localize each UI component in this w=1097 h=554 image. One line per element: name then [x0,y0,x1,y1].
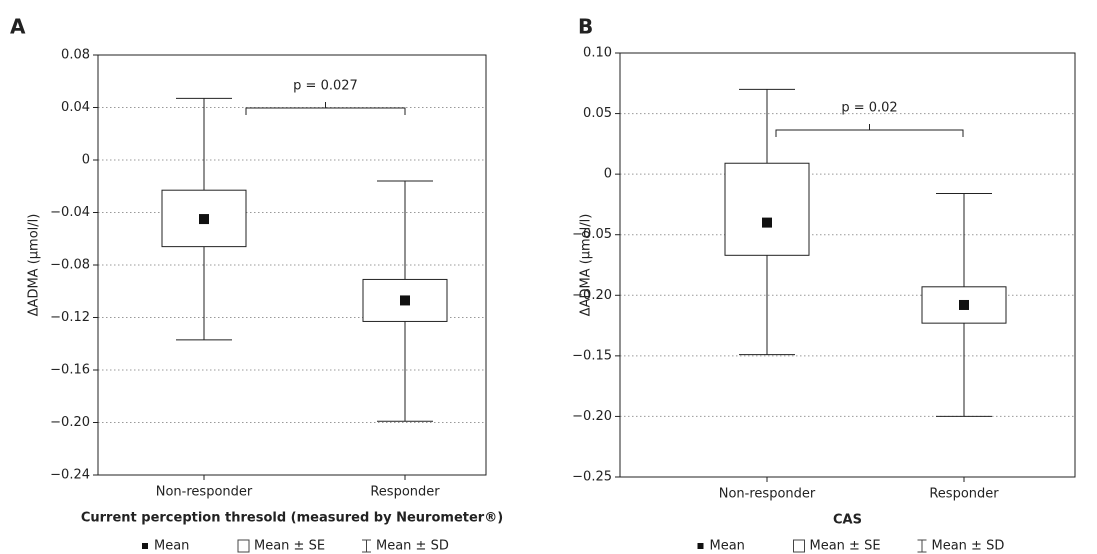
y-tick-label: −0.25 [572,470,612,485]
mean-marker [762,217,772,228]
plot-frame [619,52,1076,478]
y-axis-label: ΔADMA (μmol/l) [27,214,42,317]
x-tick-label: Non-responder [156,485,253,500]
mean-marker [199,214,209,225]
legend-label: Mean [710,539,745,554]
x-tick-label: Responder [929,487,999,502]
plot-frame [97,54,487,476]
y-tick-label: 0.04 [61,100,90,115]
y-tick-label: −0.12 [50,310,90,325]
legend-label: Mean ± SE [810,539,881,554]
mean-marker [959,299,969,310]
y-tick-label: 0 [82,153,90,168]
legend-label: Mean [154,539,189,554]
x-axis-label: Current perception thresold (measured by… [81,511,503,526]
legend-label: Mean ± SD [932,539,1005,554]
y-tick-label: 0.05 [583,106,612,121]
significance-bracket [245,102,406,115]
y-tick-label: −0.15 [572,348,612,363]
y-tick-label: 0.08 [61,48,90,63]
legend-symbol [362,539,371,553]
x-axis-label: CAS [833,513,862,528]
panel-label: B [578,15,593,39]
y-tick-label: −0.04 [50,205,90,220]
y-tick-label: 0.10 [583,46,612,61]
y-tick-label: −0.20 [572,288,612,303]
significance-bracket [775,124,964,137]
x-tick-label: Non-responder [719,487,816,502]
y-tick-label: 0 [604,167,612,182]
y-tick-label: −0.20 [572,409,612,424]
legend-symbol [793,539,805,553]
legend-label: Mean ± SE [254,539,325,554]
p-value: p = 0.02 [841,101,897,116]
y-tick-label: −0.24 [50,468,90,483]
y-axis-label: ΔADMA (μmol/l) [579,214,594,317]
legend-symbol [237,539,250,553]
legend-symbol [142,543,148,549]
y-tick-label: −0.16 [50,363,90,378]
y-tick-label: −0.08 [50,258,90,273]
y-tick-label: −0.05 [572,227,612,242]
y-tick-label: −0.20 [50,415,90,430]
x-tick-label: Responder [370,485,440,500]
se-box [724,162,810,256]
panel-label: A [10,15,26,39]
se-box [362,278,448,322]
p-value: p = 0.027 [293,79,358,94]
mean-marker [400,295,410,306]
legend-symbol [917,539,927,553]
legend-label: Mean ± SD [376,539,449,554]
legend-symbol [697,543,704,549]
